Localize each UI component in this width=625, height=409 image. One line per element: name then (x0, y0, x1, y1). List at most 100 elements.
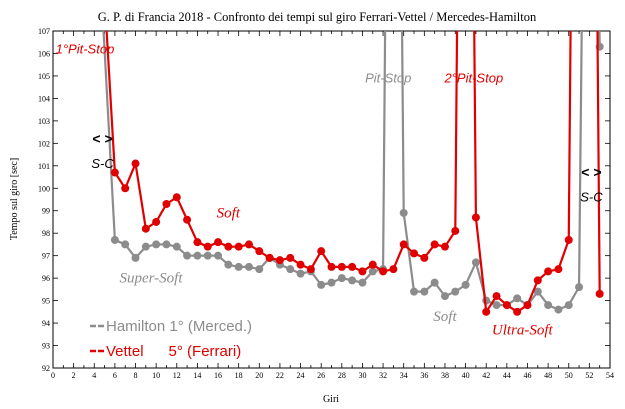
data-point (172, 242, 181, 251)
x-tick-label: 42 (482, 371, 490, 380)
data-point (358, 278, 367, 287)
data-point (399, 208, 408, 217)
annotation-label: Pit-Stop (365, 71, 411, 86)
annotation-label: 1°Pit-Stop (56, 41, 115, 56)
y-tick-label: 94 (42, 319, 50, 328)
x-tick-label: 2 (72, 371, 76, 380)
data-point (410, 249, 419, 258)
x-tick-label: 44 (503, 371, 511, 380)
data-point (533, 287, 542, 296)
data-point (121, 240, 130, 249)
data-point (368, 267, 377, 276)
data-point (193, 238, 202, 247)
y-tick-label: 101 (38, 162, 50, 171)
x-tick-label: 0 (51, 371, 55, 380)
data-point (533, 276, 542, 285)
y-tick-label: 105 (38, 72, 50, 81)
data-point (399, 240, 408, 249)
data-point (172, 193, 181, 202)
data-point (255, 247, 264, 256)
data-point (451, 287, 460, 296)
data-point (430, 278, 439, 287)
data-point (110, 235, 119, 244)
data-point (337, 274, 346, 283)
y-tick-label: 99 (42, 207, 50, 216)
data-point (492, 292, 501, 301)
x-tick-label: 6 (113, 371, 117, 380)
x-tick-label: 26 (317, 371, 325, 380)
data-point (337, 262, 346, 271)
y-tick-label: 92 (42, 364, 50, 373)
y-tick-label: 102 (38, 139, 50, 148)
data-point (471, 258, 480, 267)
x-tick-label: 22 (276, 371, 284, 380)
axis-ticks: 0 2 4 6 8 10 12 14 16 18 20 22 24 26 28 30 32 34 36 38 40 42 4… (38, 27, 614, 380)
x-tick-label: 24 (297, 371, 305, 380)
data-point (348, 276, 357, 285)
data-point (203, 242, 212, 251)
data-point (286, 265, 295, 274)
x-tick-label: 48 (544, 371, 552, 380)
data-point (564, 301, 573, 310)
data-point (214, 251, 223, 260)
y-tick-label: 93 (42, 342, 50, 351)
data-point (286, 253, 295, 262)
data-point (523, 301, 532, 310)
data-point (471, 213, 480, 222)
y-tick-label: 103 (38, 117, 50, 126)
data-point (296, 260, 305, 269)
y-axis-label: Tempo sul giro [sec] (9, 158, 20, 240)
data-point (420, 253, 429, 262)
data-point (440, 242, 449, 251)
data-point (234, 242, 243, 251)
data-point (379, 267, 388, 276)
data-point (317, 247, 326, 256)
data-point (265, 253, 274, 262)
data-point (482, 307, 491, 316)
data-point (141, 224, 150, 233)
data-point (131, 159, 140, 168)
data-point (513, 307, 522, 316)
annotation-label: 2°Pit-Stop (444, 71, 504, 86)
data-point (317, 280, 326, 289)
data-point (152, 217, 161, 226)
data-point (502, 301, 511, 310)
x-tick-label: 54 (606, 371, 614, 380)
chart-legend: Hamilton 1° (Merced.) Vettel 5° (Ferrari) (90, 318, 252, 360)
data-point (224, 242, 233, 251)
x-tick-label: 52 (585, 371, 593, 380)
x-tick-label: 38 (441, 371, 449, 380)
x-tick-label: 12 (173, 371, 181, 380)
data-point (234, 262, 243, 271)
x-tick-label: 36 (420, 371, 428, 380)
data-point (430, 240, 439, 249)
annotation-label: Soft (217, 205, 241, 221)
chart-title: G. P. di Francia 2018 - Confronto dei te… (98, 10, 537, 24)
data-point (162, 199, 171, 208)
data-point (131, 253, 140, 262)
plot-series (102, 31, 604, 316)
annotation-label: S-C (580, 190, 603, 205)
data-point (451, 226, 460, 235)
data-point (244, 240, 253, 249)
data-point (544, 301, 553, 310)
data-point (141, 242, 150, 251)
x-tick-label: 46 (523, 371, 531, 380)
x-tick-label: 34 (400, 371, 408, 380)
y-tick-label: 98 (42, 229, 50, 238)
annotation-label: < > (581, 164, 601, 180)
annotation-label: Super-Soft (119, 271, 183, 287)
data-point (183, 215, 192, 224)
data-point (162, 240, 171, 249)
legend-label: Hamilton 1° (Merced.) (106, 318, 252, 335)
data-point (513, 294, 522, 303)
data-point (183, 251, 192, 260)
chart-annotations: 1°Pit-Stop Pit-Stop 2°Pit-Stop < > S-C < > S-C… (56, 41, 604, 338)
y-tick-label: 106 (38, 49, 50, 58)
x-tick-label: 40 (462, 371, 470, 380)
x-tick-label: 18 (235, 371, 243, 380)
data-point (492, 301, 501, 310)
x-tick-label: 16 (214, 371, 222, 380)
data-point (595, 289, 604, 298)
data-point (296, 269, 305, 278)
